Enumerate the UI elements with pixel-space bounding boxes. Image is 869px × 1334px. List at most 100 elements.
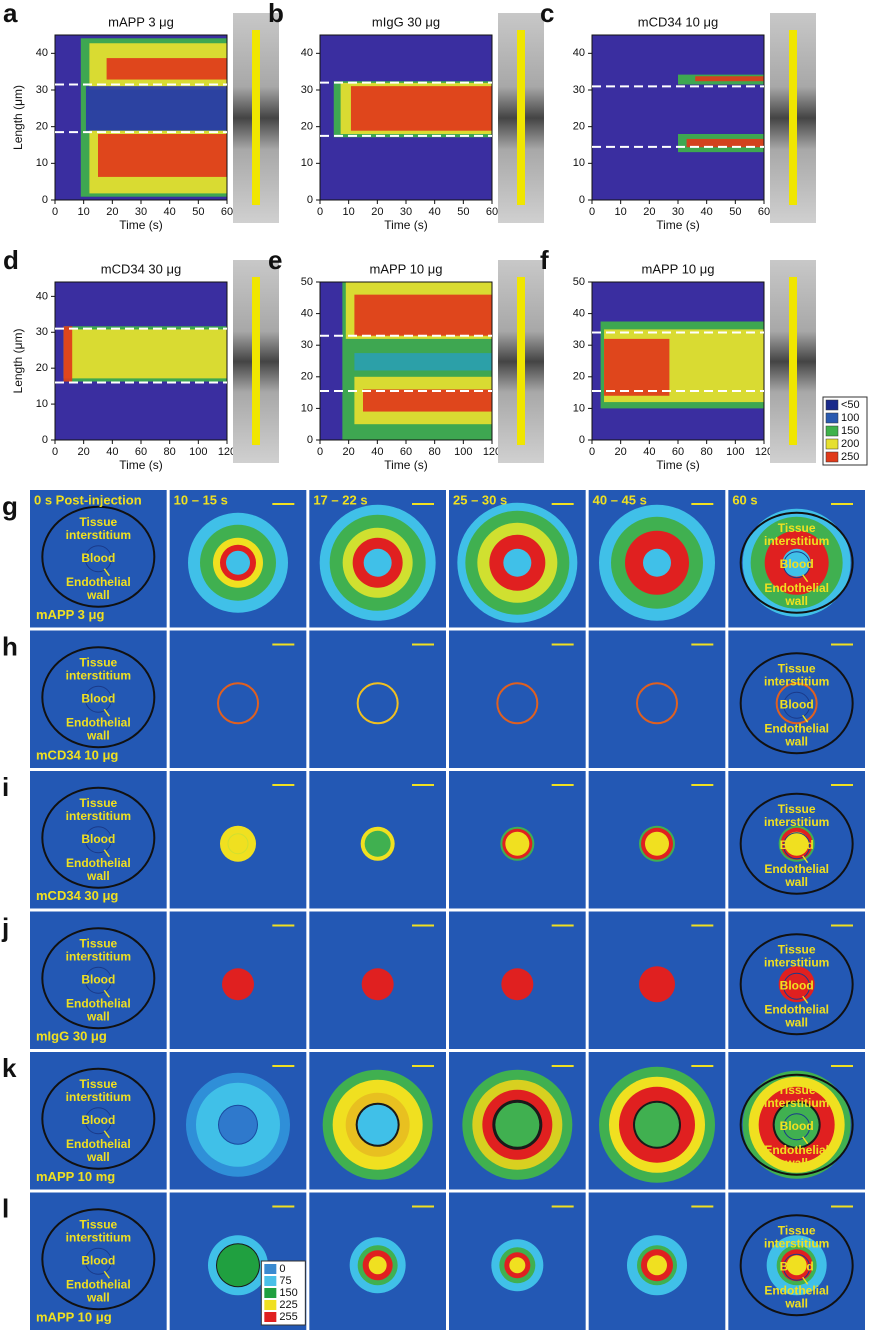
tissue-label: Tissue — [79, 1077, 117, 1091]
blood-label: Blood — [780, 1119, 814, 1133]
x-tick-label: 40 — [643, 446, 655, 458]
legend-swatch — [264, 1300, 276, 1310]
colorbar-swatch — [826, 400, 838, 410]
heatmap-region — [86, 86, 227, 131]
tissue-label: interstitium — [764, 674, 829, 688]
row-letter: l — [2, 1193, 9, 1223]
column-header: 17 – 22 s — [313, 492, 367, 507]
y-tick-label: 0 — [42, 194, 48, 206]
colorbar-label: 100 — [841, 412, 859, 424]
ring — [219, 1106, 257, 1144]
wall-label: Endothelial — [764, 862, 829, 876]
blood-label: Blood — [780, 557, 814, 571]
scan-line — [517, 30, 525, 205]
x-tick-label: 0 — [317, 446, 323, 458]
heatmap-region — [354, 295, 492, 336]
wall-label: wall — [86, 869, 110, 883]
ring — [495, 1103, 539, 1147]
blood-label: Blood — [780, 978, 814, 992]
heatmap-region — [604, 339, 669, 396]
x-tick-label: 50 — [457, 206, 469, 218]
y-axis-label: Length (μm) — [11, 329, 25, 394]
x-tick-label: 0 — [52, 446, 58, 458]
y-tick-label: 10 — [36, 157, 48, 169]
blood-label: Blood — [81, 691, 115, 705]
y-tick-label: 40 — [301, 47, 313, 59]
wall-label: wall — [86, 1150, 110, 1164]
wall-label: wall — [86, 588, 110, 602]
y-tick-label: 0 — [579, 194, 585, 206]
colorbar-label: 250 — [841, 451, 859, 463]
y-tick-label: 20 — [301, 371, 313, 383]
ring — [364, 549, 392, 577]
y-tick-label: 40 — [301, 308, 313, 320]
y-tick-label: 30 — [301, 339, 313, 351]
wall-label: Endothelial — [764, 1002, 829, 1016]
x-tick-label: 20 — [78, 446, 90, 458]
x-tick-label: 60 — [672, 446, 684, 458]
x-tick-label: 60 — [758, 206, 770, 218]
x-tick-label: 80 — [164, 446, 176, 458]
blood-label: Blood — [81, 832, 115, 846]
x-axis-label: Time (s) — [119, 218, 163, 232]
blood-label: Blood — [81, 1113, 115, 1127]
wall-label: Endothelial — [66, 575, 131, 589]
panel-letter: f — [540, 245, 549, 275]
x-tick-label: 60 — [221, 206, 233, 218]
legend-swatch — [264, 1312, 276, 1322]
sample-label: mCD34 10 μg — [36, 747, 118, 762]
tissue-label: Tissue — [778, 661, 816, 675]
wall-label: wall — [784, 734, 808, 748]
wall-label: Endothelial — [764, 1143, 829, 1157]
x-tick-label: 60 — [486, 206, 498, 218]
wall-label: Endothelial — [764, 581, 829, 595]
y-tick-label: 40 — [573, 308, 585, 320]
wall-label: wall — [86, 1009, 110, 1023]
heatmap-region — [64, 326, 73, 381]
colorbar-swatch — [826, 426, 838, 436]
legend-label: 75 — [279, 1275, 291, 1287]
tissue-label: interstitium — [764, 534, 829, 548]
figure: amAPP 3 μg0102030405060010203040Time (s)… — [0, 0, 869, 1334]
ring — [635, 1103, 679, 1147]
x-tick-label: 100 — [454, 446, 472, 458]
row-letter: j — [1, 912, 9, 942]
colorbar-label: 150 — [841, 425, 859, 437]
x-tick-label: 20 — [343, 446, 355, 458]
sample-label: mAPP 3 μg — [36, 607, 104, 622]
colorbar-swatch — [826, 452, 838, 462]
x-tick-label: 50 — [729, 206, 741, 218]
y-tick-label: 40 — [36, 47, 48, 59]
heatmap-region — [64, 329, 227, 378]
y-tick-label: 0 — [42, 434, 48, 446]
ring — [645, 832, 669, 856]
blood-label: Blood — [780, 838, 814, 852]
y-tick-label: 50 — [301, 276, 313, 288]
y-tick-label: 20 — [573, 371, 585, 383]
y-tick-label: 40 — [36, 290, 48, 302]
panel-title: mIgG 30 μg — [372, 14, 440, 29]
x-tick-label: 30 — [400, 206, 412, 218]
tissue-label: Tissue — [79, 936, 117, 950]
ring — [501, 968, 533, 1000]
wall-label: Endothelial — [764, 721, 829, 735]
x-tick-label: 80 — [701, 446, 713, 458]
y-tick-label: 30 — [36, 326, 48, 338]
image-cell — [309, 631, 446, 769]
y-tick-label: 30 — [573, 339, 585, 351]
x-axis-label: Time (s) — [119, 458, 163, 472]
ring — [226, 551, 250, 575]
tissue-label: interstitium — [66, 1230, 131, 1244]
ring — [503, 549, 531, 577]
colorbar-swatch — [826, 413, 838, 423]
colorbar-swatch — [826, 439, 838, 449]
colorbar-label: <50 — [841, 399, 860, 411]
heatmap-region — [107, 58, 227, 79]
x-axis-label: Time (s) — [656, 458, 700, 472]
panel-title: mAPP 3 μg — [108, 14, 174, 29]
scan-line — [789, 277, 797, 445]
y-tick-label: 20 — [573, 121, 585, 133]
scan-line — [789, 30, 797, 205]
x-tick-label: 20 — [615, 446, 627, 458]
x-tick-label: 0 — [589, 206, 595, 218]
